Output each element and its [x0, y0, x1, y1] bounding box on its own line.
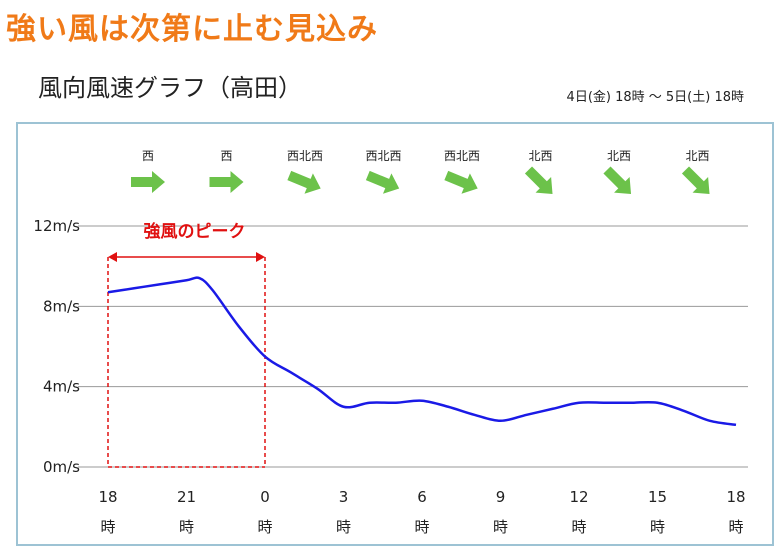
- peak-arrow-right: [256, 252, 265, 262]
- wind-speed-line: [107, 276, 737, 427]
- x-tick-unit: 時: [571, 518, 586, 536]
- period-label: 4日(金) 18時 〜 5日(土) 18時: [566, 90, 744, 105]
- y-tick-label: 8m/s: [43, 297, 80, 315]
- x-tick-unit: 時: [493, 518, 508, 536]
- x-tick-unit: 時: [179, 518, 194, 536]
- wind-direction-arrow: [131, 171, 165, 193]
- y-tick-label: 4m/s: [43, 378, 80, 396]
- x-tick-label: 12: [569, 488, 588, 506]
- x-tick-unit: 時: [100, 518, 115, 536]
- wind-direction-arrow: [681, 166, 710, 195]
- x-tick-label: 0: [260, 488, 270, 506]
- peak-annotation-label: 強風のピーク: [144, 221, 246, 242]
- wind-direction-arrow: [209, 171, 244, 193]
- wind-direction-label: 北西: [685, 149, 709, 163]
- x-tick-unit: 時: [728, 518, 743, 536]
- x-tick-unit: 時: [650, 518, 665, 536]
- x-tick-label: 21: [177, 488, 196, 506]
- wind-direction-label: 西: [220, 149, 232, 163]
- wind-direction-arrow: [524, 166, 553, 195]
- wind-speed-chart: 0m/s 4m/s 8m/s 12m/s 18 時 21 時 0 時 3 時 6 時 9 時 12 時 15 時 18 時…: [33, 149, 748, 536]
- wind-direction-label: 西北西: [287, 149, 323, 163]
- chart-panel: 0m/s 4m/s 8m/s 12m/s 18 時 21 時 0 時 3 時 6 時 9 時 12 時 15 時 18 時…: [16, 122, 774, 546]
- peak-arrow-left: [108, 252, 117, 262]
- wind-direction-label: 西北西: [365, 149, 401, 163]
- x-tick-label: 3: [339, 488, 349, 506]
- y-tick-label: 0m/s: [43, 458, 80, 476]
- x-tick-label: 18: [726, 488, 745, 506]
- x-tick-label: 6: [417, 488, 427, 506]
- wind-direction-label: 西: [142, 149, 154, 163]
- wind-direction-label: 西北西: [444, 149, 480, 163]
- wind-direction-arrow: [603, 166, 632, 195]
- wind-direction-arrow: [287, 170, 321, 194]
- wind-direction-arrow: [444, 170, 478, 194]
- graph-title: 風向風速グラフ（高田）: [38, 74, 302, 102]
- y-tick-label: 12m/s: [33, 217, 80, 235]
- headline: 強い風は次第に止む見込み: [6, 12, 378, 47]
- x-tick-unit: 時: [257, 518, 272, 536]
- x-tick-unit: 時: [336, 518, 351, 536]
- x-tick-label: 15: [648, 488, 667, 506]
- x-tick-unit: 時: [414, 518, 429, 536]
- x-tick-label: 9: [496, 488, 506, 506]
- wind-direction-label: 北西: [607, 149, 631, 163]
- wind-direction-label: 北西: [528, 149, 552, 163]
- x-tick-label: 18: [98, 488, 117, 506]
- wind-direction-arrow: [365, 170, 400, 194]
